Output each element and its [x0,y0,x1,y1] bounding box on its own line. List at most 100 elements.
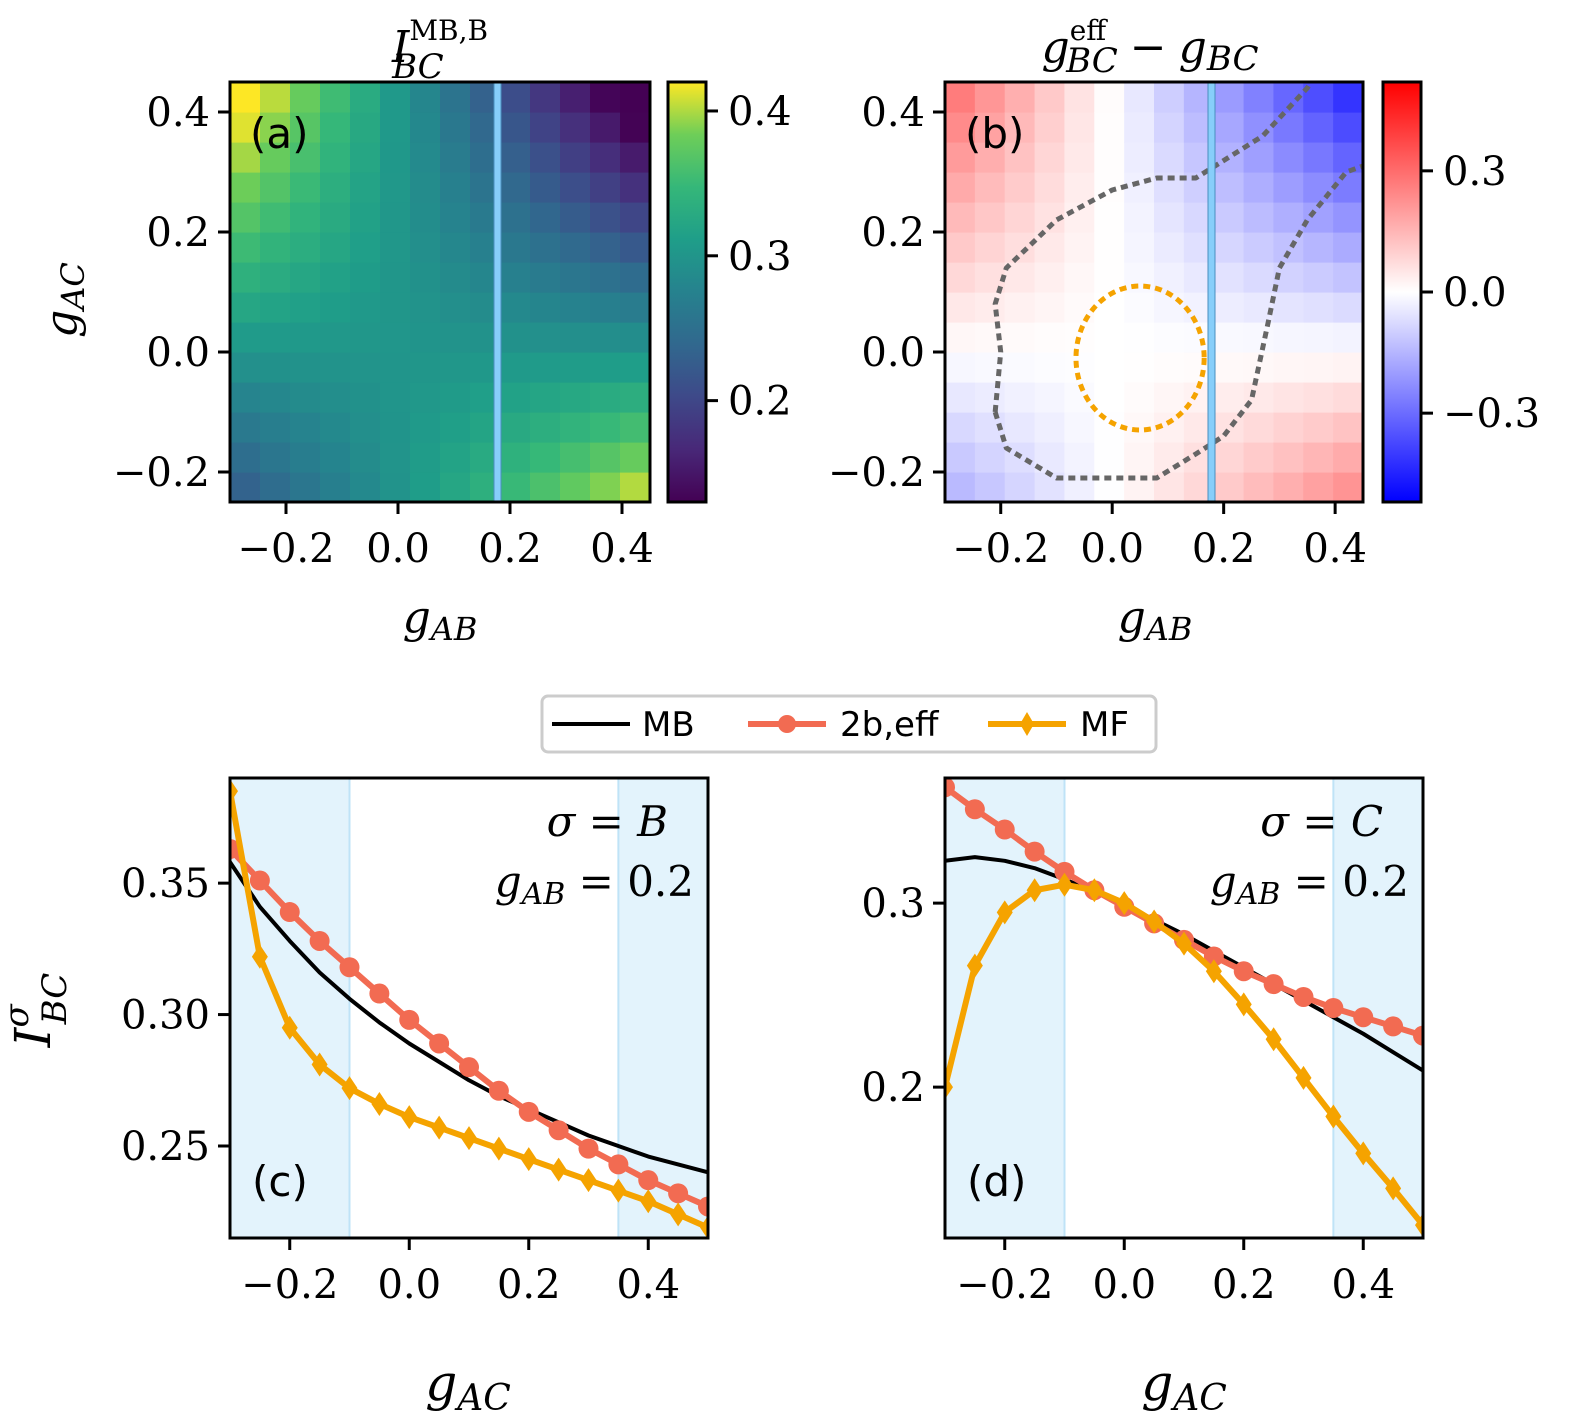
panel-b-cell [1303,442,1334,473]
panel-b-xtick-label-0: −0.2 [952,526,1049,572]
panel-a-cell [620,142,650,173]
panel-b-cell [1213,352,1245,383]
panel-b-cell [1094,82,1125,113]
panel-c-xlabel-sub: AC [454,1378,511,1419]
panel-a-cell [530,82,561,113]
panel-d-series-2beff-point [1263,974,1284,995]
panel-b-cell [1243,112,1275,143]
legend-mf-marker [1020,712,1034,736]
panel-c-series-mf-point [490,1136,507,1161]
panel-b-xlabel: gAB [1118,592,1193,648]
panel-c-series-mf-point [520,1147,537,1172]
panel-b-cell [1094,412,1125,443]
panel-b-cell [1333,172,1363,203]
panel-b-cell [945,112,976,143]
panel-c-series-2beff-point [369,983,390,1004]
panel-d-annotation-sigma: σ = C [1260,797,1383,846]
panel-a-colorbar [666,80,708,504]
panel-a-cell [350,112,381,143]
panel-a-cell [530,142,561,173]
panel-b-cell [1154,112,1185,143]
panel-b-cell [1064,442,1095,473]
panel-b-contour-gray-lower [992,163,1363,481]
panel-a-cell [230,82,261,113]
panel-a-cell [560,112,591,143]
panel-b-cell [1124,142,1155,173]
panel-b-cell [1004,352,1036,383]
panel-a-cell [350,352,381,383]
panel-a-cell [290,322,321,353]
panel-a-cell [590,202,621,233]
panel-b-cell [945,82,976,113]
panel-b-cell [945,412,976,443]
panel-a-cell [530,232,561,263]
panel-b-cell [1213,322,1245,353]
panel-c-ylabel-sup: σ [0,1004,37,1028]
panel-b-title-op: − [1130,22,1167,73]
panel-d-series-2beff-point [1054,861,1075,882]
panel-b-cell [1004,232,1036,263]
panel-b-cell [1333,472,1363,502]
panel-a-cell [560,82,591,113]
panel-a-cell [350,412,381,443]
panel-c-series-mf-point [550,1157,567,1182]
panel-c-series-mf-point [700,1215,708,1238]
panel-b-cell [1333,202,1363,233]
panel-a-title-main: I [391,22,411,73]
panel-b-cell [1004,202,1036,233]
panel-b-cell [1004,322,1036,353]
panel-b-cell [1034,172,1066,203]
panel-b-cell [1154,322,1185,353]
panel-a-cell [620,382,650,413]
panel-a-cell [590,82,621,113]
panel-b-cell [1303,142,1334,173]
panel-d-series-mf-point [1295,1065,1312,1090]
panel-b-xlabel-main: g [1118,592,1146,643]
panel-a-cell [350,262,381,293]
panel-c-series-2beff-point [548,1120,569,1141]
panel-a-cell [440,202,471,233]
panel-a-cell [380,352,411,383]
panel-d-xtick-label-1: 0.0 [1092,1262,1156,1308]
panel-b-cell [1213,262,1245,293]
panel-b-cell [1004,172,1036,203]
panel-c-annotation-sigma: σ = B [547,797,668,846]
panel-a-cell [560,352,591,383]
panel-b-cell [1034,232,1066,263]
panel-d-series-mf-point [1026,878,1043,903]
panel-b-title-lhs-sub: BC [1065,41,1118,81]
panel-a-title-sup: MB,B [409,14,488,47]
panel-b-cell [1213,442,1245,473]
panel-d-shade-1 [1333,778,1423,1238]
panel-b-ytick-label-3: 0.4 [861,90,925,136]
panel-b-cell [1094,142,1125,173]
panel-a-cell [530,442,561,473]
panel-b-cells [945,82,1363,502]
panel-b-cell [1213,82,1245,113]
panel-b-cell [1034,322,1066,353]
panel-a-cell [380,442,411,473]
panel-a-cell [320,142,351,173]
panel-b-cell [1034,412,1066,443]
panel-a-cell [410,172,441,203]
panel-c-series-2beff-point [459,1057,479,1078]
panel-d-frame [943,776,1425,1240]
panel-c-xtick-label-1: 0.0 [377,1262,441,1308]
panel-a-cell [560,232,591,263]
panel-a-cell [620,112,650,143]
panel-c-series-mf-point [670,1202,687,1227]
panel-b-cell [1154,82,1185,113]
panel-a-cell [350,472,381,502]
panel-a-cell [290,382,321,413]
panel-a-cell [290,82,321,113]
panel-a-cell [350,202,381,233]
panel-a-cells [230,82,650,502]
panel-b-cell [1333,442,1363,473]
panel-a-cell [230,322,261,353]
panel-c-series-mf-point [251,944,268,969]
panel-a-cell [560,292,591,323]
panel-a-cell [290,292,321,323]
panel-b-cell [1124,322,1155,353]
panel-c-xtick-label-2: 0.2 [497,1262,561,1308]
panel-b-cell [1333,262,1363,293]
